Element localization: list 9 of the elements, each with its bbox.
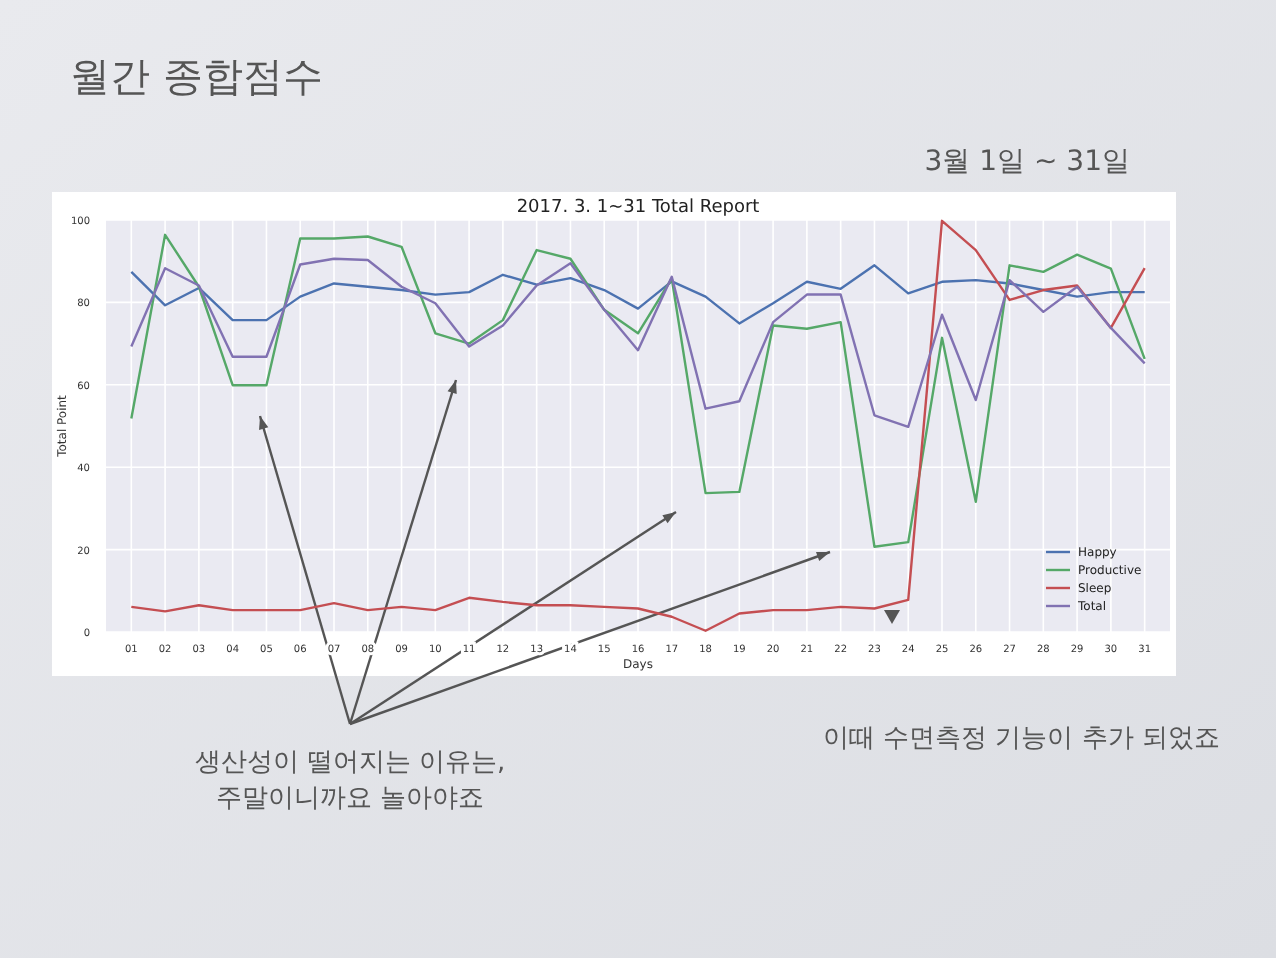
line-series: [130, 219, 1146, 632]
text: 생산성이 떨어지는 이유는, 주말이니까요 놀아야죠: [194, 748, 506, 814]
line-series: [130, 257, 1146, 429]
chart-title: 월간 종합점수: [70, 52, 323, 100]
chart-subtitle: 3월 1일 ~ 31일: [924, 146, 1130, 178]
text: 2017. 3. 1~31 Total Report: [516, 198, 761, 218]
text: 이때 수면측정 기능이 추가 되었죠: [822, 724, 1220, 754]
line-series: [130, 264, 1146, 325]
line-series: [130, 233, 1146, 548]
